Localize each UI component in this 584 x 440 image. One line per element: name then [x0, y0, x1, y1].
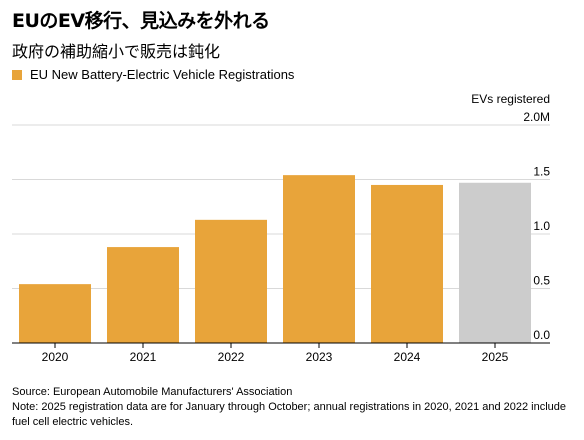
legend-swatch: [12, 69, 22, 80]
y-tick-label: 2.0M: [523, 110, 550, 124]
y-axis-label: EVs registered: [471, 92, 550, 106]
footer: Source: European Automobile Manufacturer…: [12, 385, 577, 430]
bar: [283, 175, 355, 343]
data-note: Note: 2025 registration data are for Jan…: [12, 401, 567, 428]
x-tick-label: 2024: [394, 350, 421, 364]
legend: EU New Battery-Electric Vehicle Registra…: [12, 67, 294, 82]
legend-label: EU New Battery-Electric Vehicle Registra…: [30, 67, 295, 82]
chart-subtitle: 政府の補助縮小で販売は鈍化: [12, 42, 221, 61]
bar: [459, 182, 531, 343]
y-tick-label: 1.5: [533, 165, 550, 179]
y-tick-label: 1.0: [533, 219, 550, 233]
x-tick-label: 2025: [482, 350, 509, 364]
x-tick-label: 2022: [218, 350, 245, 364]
x-tick-label: 2020: [42, 350, 69, 364]
bar: [371, 184, 443, 343]
source-note: Source: European Automobile Manufacturer…: [12, 386, 293, 398]
bar: [195, 219, 267, 343]
bar: [107, 247, 179, 343]
x-tick-label: 2023: [306, 350, 333, 364]
bar-chart: 0.0 0.5 1.0 1.5 2.0M EVs registered 2020 2021 20…: [12, 92, 550, 364]
y-tick-label: 0.0: [533, 328, 550, 342]
x-tick-label: 2021: [130, 350, 157, 364]
y-tick-label: 0.5: [533, 274, 550, 288]
bar: [19, 284, 91, 343]
chart-title: EUのEV移行、見込みを外れる: [12, 10, 270, 32]
